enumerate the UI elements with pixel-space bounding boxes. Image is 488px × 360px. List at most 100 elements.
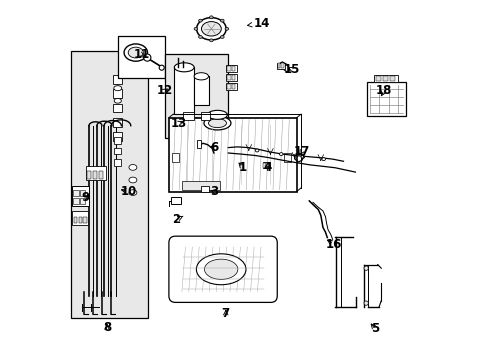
FancyBboxPatch shape: [168, 236, 277, 302]
Bar: [86, 166, 106, 180]
Bar: [87, 171, 91, 179]
Text: 5: 5: [370, 322, 378, 335]
Text: 6: 6: [209, 141, 218, 154]
Ellipse shape: [220, 19, 224, 22]
Bar: [80, 190, 85, 196]
Bar: [183, 112, 194, 120]
Ellipse shape: [194, 73, 208, 80]
Text: 15: 15: [283, 63, 300, 76]
Bar: [165, 54, 228, 138]
Bar: [266, 163, 268, 168]
Bar: [373, 75, 397, 82]
Bar: [231, 75, 235, 80]
Bar: [113, 132, 122, 141]
Text: 17: 17: [293, 145, 309, 158]
Bar: [227, 84, 230, 89]
Bar: [227, 66, 230, 71]
Bar: [263, 163, 265, 168]
Bar: [226, 74, 236, 81]
Ellipse shape: [194, 27, 197, 30]
Bar: [231, 66, 235, 71]
Bar: [93, 171, 97, 179]
Text: 8: 8: [102, 321, 111, 334]
Ellipse shape: [180, 121, 206, 127]
Ellipse shape: [198, 36, 202, 39]
Circle shape: [363, 266, 367, 270]
Ellipse shape: [207, 110, 227, 119]
Bar: [276, 63, 284, 69]
Ellipse shape: [174, 118, 212, 130]
Ellipse shape: [124, 44, 147, 61]
Ellipse shape: [255, 149, 258, 152]
Bar: [172, 153, 179, 162]
Bar: [277, 63, 280, 68]
Text: 16: 16: [325, 238, 341, 251]
Text: 11: 11: [134, 48, 150, 61]
Text: 10: 10: [120, 185, 137, 198]
Ellipse shape: [174, 63, 194, 72]
Ellipse shape: [224, 27, 228, 30]
Bar: [114, 137, 121, 144]
Bar: [182, 181, 220, 190]
Bar: [375, 76, 380, 81]
Bar: [113, 75, 122, 84]
Ellipse shape: [129, 190, 137, 195]
Bar: [226, 65, 236, 72]
Bar: [382, 76, 387, 81]
Text: 7: 7: [221, 307, 229, 320]
Ellipse shape: [129, 165, 137, 170]
Bar: [284, 153, 290, 162]
Text: 4: 4: [263, 161, 271, 174]
Ellipse shape: [198, 19, 202, 22]
Circle shape: [159, 65, 164, 70]
Bar: [73, 198, 79, 204]
Ellipse shape: [203, 116, 230, 130]
Bar: [231, 84, 235, 89]
Bar: [80, 198, 85, 204]
Text: 2: 2: [172, 213, 183, 226]
Bar: [281, 63, 284, 68]
Bar: [118, 36, 164, 78]
Bar: [389, 76, 394, 81]
Bar: [71, 51, 148, 318]
Text: 3: 3: [209, 185, 218, 198]
Bar: [73, 190, 79, 196]
Bar: [72, 211, 87, 225]
Ellipse shape: [201, 22, 221, 36]
Ellipse shape: [128, 47, 143, 58]
Bar: [194, 76, 208, 105]
Text: 18: 18: [375, 84, 391, 97]
Ellipse shape: [209, 39, 213, 42]
Bar: [366, 82, 405, 116]
Bar: [197, 140, 201, 148]
Bar: [114, 148, 121, 154]
Ellipse shape: [114, 86, 122, 91]
Circle shape: [363, 301, 367, 305]
Ellipse shape: [220, 36, 224, 39]
Bar: [262, 162, 269, 168]
Ellipse shape: [196, 254, 245, 285]
Bar: [227, 75, 230, 80]
Ellipse shape: [321, 158, 325, 161]
Bar: [114, 159, 121, 166]
Bar: [79, 217, 82, 223]
Ellipse shape: [196, 18, 225, 40]
Bar: [74, 217, 77, 223]
Bar: [83, 217, 87, 223]
Bar: [113, 104, 122, 112]
Bar: [200, 186, 208, 192]
Ellipse shape: [204, 259, 237, 279]
Ellipse shape: [114, 99, 121, 103]
Bar: [113, 118, 122, 127]
Text: 12: 12: [156, 84, 172, 97]
Bar: [99, 171, 103, 179]
Bar: [171, 197, 181, 204]
Bar: [201, 112, 210, 120]
Circle shape: [143, 54, 151, 61]
Text: 9: 9: [81, 191, 89, 204]
Bar: [226, 83, 236, 90]
Bar: [168, 118, 296, 192]
Ellipse shape: [279, 153, 283, 156]
Text: 14: 14: [247, 17, 269, 30]
Ellipse shape: [301, 156, 304, 158]
